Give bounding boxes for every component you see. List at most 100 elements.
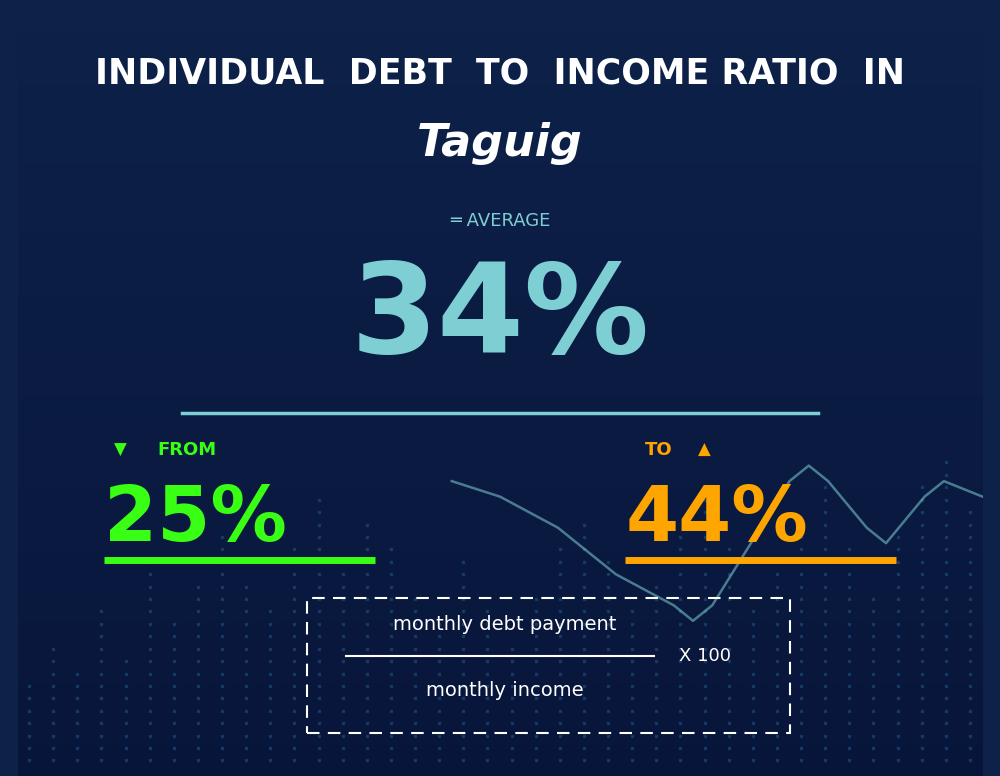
Bar [18, 279, 982, 287]
Bar [18, 93, 982, 101]
Bar [18, 768, 982, 776]
Bar [18, 404, 982, 411]
Bar [18, 667, 982, 675]
Bar [18, 535, 982, 543]
Text: monthly debt payment: monthly debt payment [393, 615, 617, 634]
Bar [18, 341, 982, 349]
Bar [18, 16, 982, 23]
Bar [18, 186, 982, 194]
Bar [18, 760, 982, 768]
Bar [18, 85, 982, 93]
Bar [18, 636, 982, 644]
Bar [18, 380, 982, 388]
Bar [18, 225, 982, 233]
Bar [18, 598, 982, 605]
Bar [18, 264, 982, 272]
Bar [18, 675, 982, 683]
Bar [18, 365, 982, 372]
Bar [18, 543, 982, 551]
Bar [18, 621, 982, 629]
Bar [18, 101, 982, 109]
Bar [18, 23, 982, 31]
Bar [18, 582, 982, 590]
Bar [18, 644, 982, 652]
Bar [18, 210, 982, 217]
Bar [18, 287, 982, 295]
Bar [18, 8, 982, 16]
Bar [18, 39, 982, 47]
Bar [18, 442, 982, 450]
Bar [18, 450, 982, 458]
Bar [18, 559, 982, 566]
Bar [18, 722, 982, 729]
Bar [18, 504, 982, 512]
Bar [18, 652, 982, 660]
Bar [18, 512, 982, 520]
Bar [18, 481, 982, 489]
Bar [18, 520, 982, 528]
Bar [18, 388, 982, 396]
Text: Taguig: Taguig [417, 122, 583, 165]
Bar [18, 691, 982, 698]
Bar [18, 706, 982, 714]
Bar [18, 109, 982, 116]
Bar [18, 310, 982, 318]
Bar [18, 551, 982, 559]
Bar [18, 473, 982, 481]
Bar [18, 272, 982, 279]
Bar [18, 163, 982, 171]
Bar [18, 194, 982, 202]
Bar [18, 349, 982, 357]
Bar [18, 233, 982, 241]
Bar [18, 660, 982, 667]
Bar [18, 458, 982, 466]
Bar [18, 78, 982, 85]
Bar [18, 217, 982, 225]
Bar [18, 318, 982, 326]
Bar [18, 202, 982, 210]
Bar [18, 427, 982, 435]
Bar [18, 132, 982, 140]
Bar [18, 295, 982, 303]
Text: X 100: X 100 [679, 646, 731, 665]
Bar [18, 0, 982, 8]
Bar [18, 62, 982, 70]
Bar [18, 737, 982, 745]
Bar [18, 753, 982, 760]
Bar [18, 147, 982, 155]
Text: ═ AVERAGE: ═ AVERAGE [450, 212, 550, 230]
Bar [18, 419, 982, 427]
Bar [18, 629, 982, 636]
Bar [18, 171, 982, 178]
Bar [18, 745, 982, 753]
Text: INDIVIDUAL  DEBT  TO  INCOME RATIO  IN: INDIVIDUAL DEBT TO INCOME RATIO IN [95, 57, 905, 91]
Bar [18, 574, 982, 582]
Bar [18, 396, 982, 404]
Bar [18, 31, 982, 39]
Bar [18, 303, 982, 310]
Bar [18, 116, 982, 124]
Text: 25%: 25% [104, 483, 287, 557]
Bar [18, 140, 982, 147]
Bar [18, 489, 982, 497]
Bar [18, 497, 982, 504]
Bar [18, 124, 982, 132]
Text: FROM: FROM [157, 441, 217, 459]
Bar [18, 683, 982, 691]
Bar [18, 47, 982, 54]
Bar [18, 372, 982, 380]
Bar [18, 411, 982, 419]
Bar [18, 241, 982, 248]
Bar [18, 155, 982, 163]
Bar [18, 566, 982, 574]
Text: ▲: ▲ [698, 441, 711, 459]
Bar [18, 248, 982, 256]
Text: TO: TO [645, 441, 672, 459]
Bar [18, 729, 982, 737]
Bar [18, 70, 982, 78]
Bar [18, 528, 982, 535]
Bar [18, 605, 982, 613]
Bar [18, 334, 982, 341]
Bar [18, 698, 982, 706]
Bar [18, 466, 982, 473]
